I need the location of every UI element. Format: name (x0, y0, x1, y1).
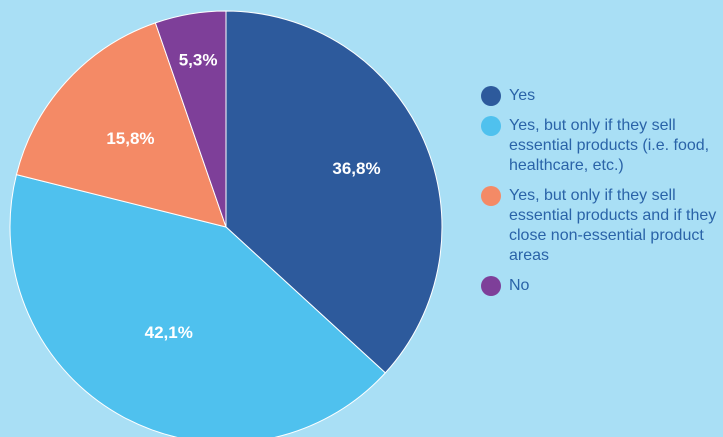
slice-yes-close-areas-label: 15,8% (106, 129, 154, 148)
slice-yes (225, 10, 443, 374)
legend-label-yes: Yes (509, 87, 536, 104)
legend-swatch-yes-essential (481, 116, 501, 136)
legend-label-yes-close-areas: Yes, but only if they sell essential pro… (509, 187, 717, 264)
legend-swatch-yes-close-areas (481, 186, 501, 206)
legend: Yes Yes, but only if they sell essential… (481, 86, 721, 306)
legend-swatch-no (481, 276, 501, 296)
slice-no-label: 5,3% (179, 50, 218, 69)
legend-item-yes-essential: Yes, but only if they sell essential pro… (481, 116, 721, 176)
legend-item-no: No (481, 276, 721, 296)
legend-label-no: No (509, 277, 530, 294)
legend-item-yes-close-areas: Yes, but only if they sell essential pro… (481, 186, 721, 266)
slice-no (154, 10, 227, 228)
slice-yes-close-areas (15, 22, 227, 228)
legend-label-yes-essential: Yes, but only if they sell essential pro… (509, 117, 710, 174)
slice-yes-label: 36,8% (332, 159, 380, 178)
slice-yes-essential-label: 42,1% (145, 323, 193, 342)
legend-item-yes: Yes (481, 86, 721, 106)
slice-yes-essential (9, 173, 387, 437)
legend-swatch-yes (481, 86, 501, 106)
